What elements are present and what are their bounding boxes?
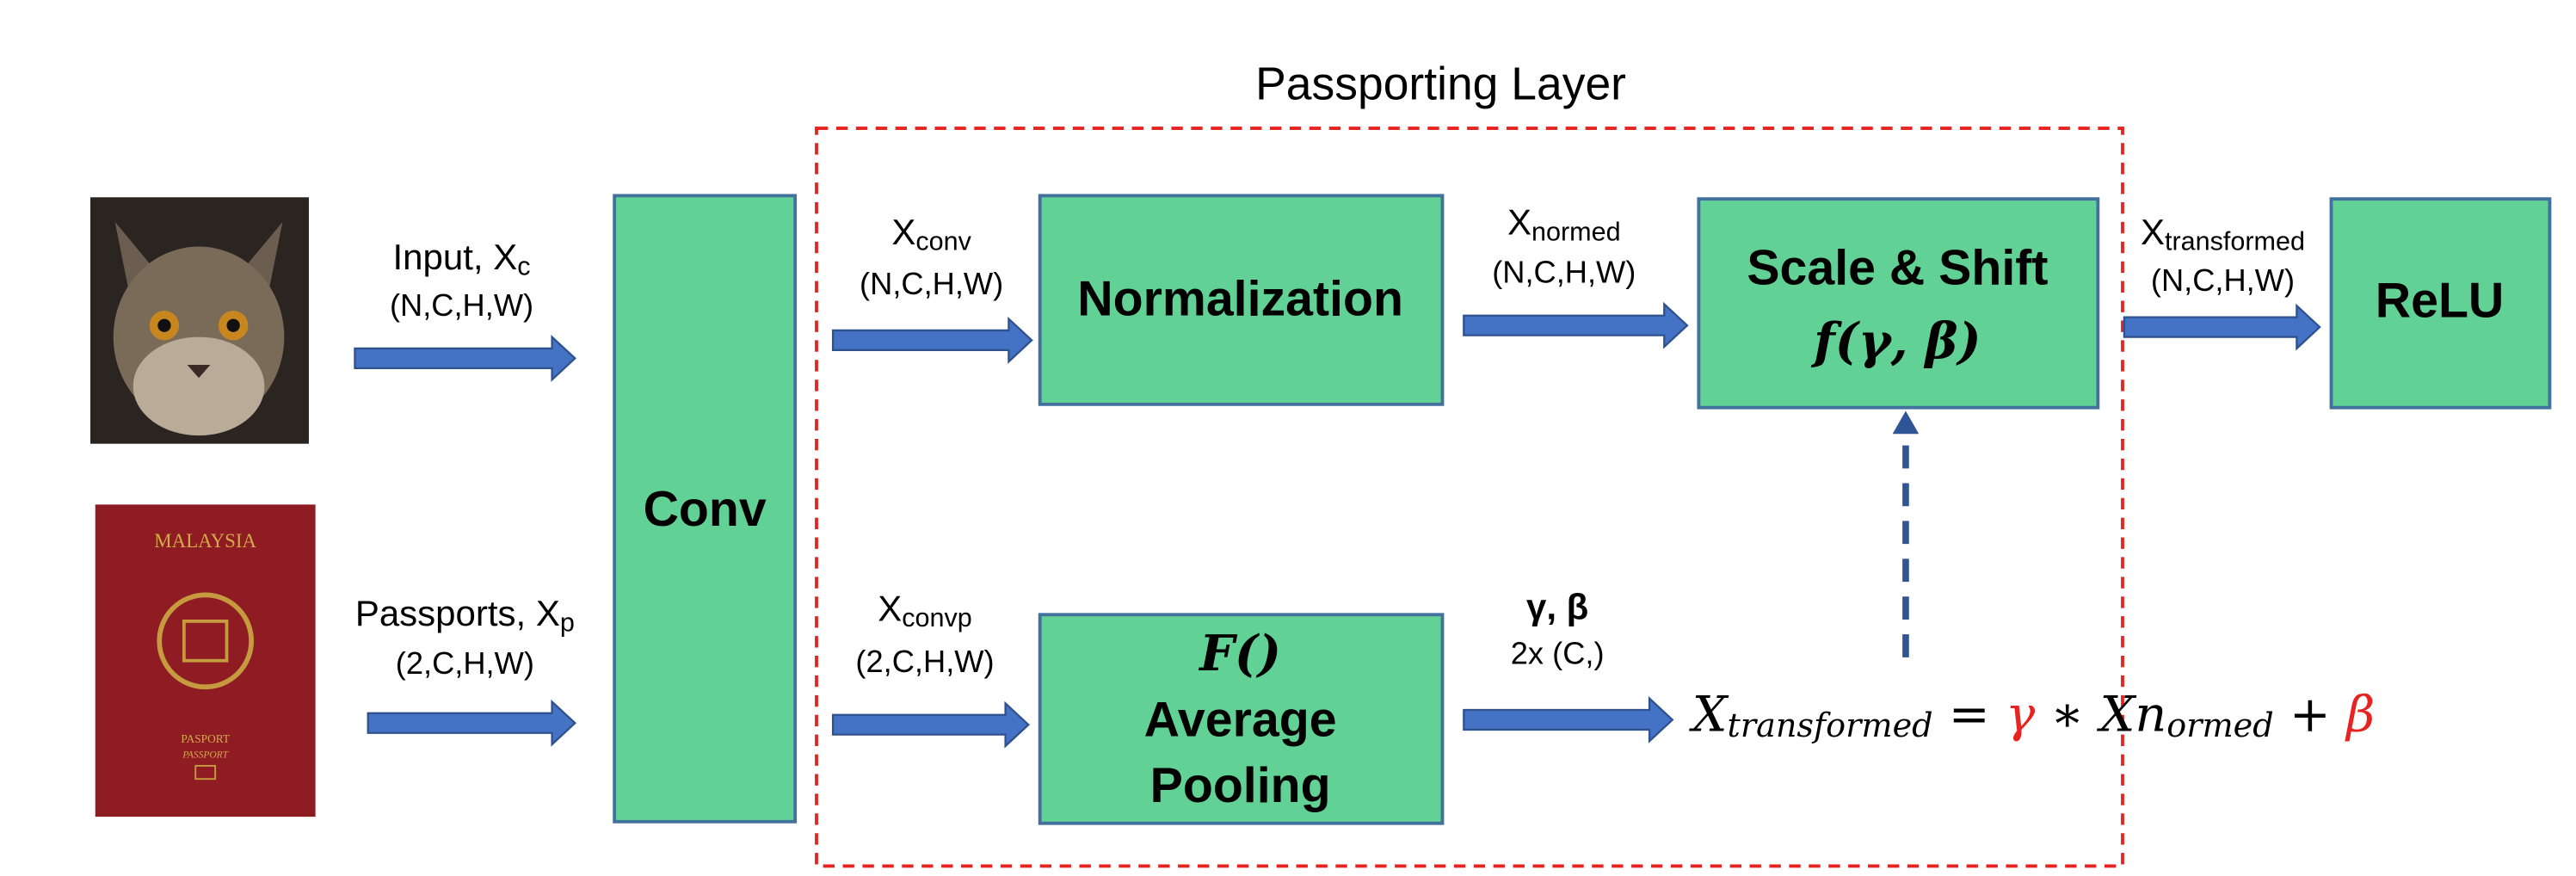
eq-lhs: X	[1689, 686, 1729, 743]
relu-label: ReLU	[2376, 274, 2505, 329]
title: Passporting Layer	[1255, 59, 1626, 109]
x-conv-main: X	[891, 212, 915, 252]
passport-label-main: Passports, X	[355, 593, 560, 633]
passport-label-sub: p	[560, 608, 575, 638]
eq-beta: β	[2345, 686, 2375, 743]
input-label: Input, Xc	[393, 237, 531, 281]
eq-plus: +	[2274, 686, 2346, 743]
x-conv-sub: conv	[915, 227, 971, 256]
passport-line1: PASPORT	[181, 732, 230, 745]
x-convp-sub: convp	[902, 603, 972, 632]
passport-shape: (2,C,H,W)	[396, 645, 534, 681]
x-convp-shape: (2,C,H,W)	[855, 644, 994, 679]
pooling-fn: F()	[1198, 624, 1281, 682]
gamma-beta-label: γ, β	[1526, 587, 1588, 627]
x-normed-sub: normed	[1531, 217, 1621, 246]
scale-shift-fn: f(γ, β)	[1810, 312, 1981, 370]
passport-image: MALAYSIA PASPORT PASSPORT	[96, 504, 316, 817]
input-shape: (N,C,H,W)	[390, 287, 533, 323]
x-transformed-main: X	[2141, 212, 2165, 252]
x-convp-main: X	[878, 589, 902, 629]
normalization-label: Normalization	[1077, 272, 1403, 327]
cat-image	[90, 197, 309, 443]
eq-lhs-sub: transformed	[1728, 707, 1933, 745]
x-normed-shape: (N,C,H,W)	[1492, 255, 1636, 290]
gamma-beta-shape: 2x (C,)	[1511, 636, 1605, 671]
x-normed-main: X	[1507, 202, 1531, 243]
x-transformed-shape: (N,C,H,W)	[2151, 262, 2295, 298]
input-label-sub: c	[517, 251, 530, 281]
conv-label: Conv	[644, 482, 767, 537]
eq-gamma: γ	[2006, 686, 2036, 743]
scale-shift-box	[1698, 199, 2098, 407]
eq-times: ∗ Xn	[2035, 686, 2166, 743]
eq-equals: =	[1933, 686, 2006, 743]
page: {"title": "Passporting Layer", "inputs":…	[0, 0, 2576, 876]
pooling-label-1: Average	[1144, 692, 1337, 747]
eq-normed-sub: ormed	[2166, 707, 2273, 745]
passport-label: Passports, Xp	[355, 593, 575, 638]
pooling-label-2: Pooling	[1150, 758, 1331, 813]
x-conv-shape: (N,C,H,W)	[860, 266, 1003, 301]
scale-shift-label: Scale & Shift	[1747, 240, 2048, 295]
diagram: Passporting Layer MALAYSIA PASPORT PASSP…	[0, 0, 2576, 876]
input-label-main: Input, X	[393, 237, 518, 277]
passport-line2: PASSPORT	[182, 750, 229, 760]
x-transformed-sub: transformed	[2165, 227, 2305, 256]
passport-country: MALAYSIA	[154, 530, 256, 552]
